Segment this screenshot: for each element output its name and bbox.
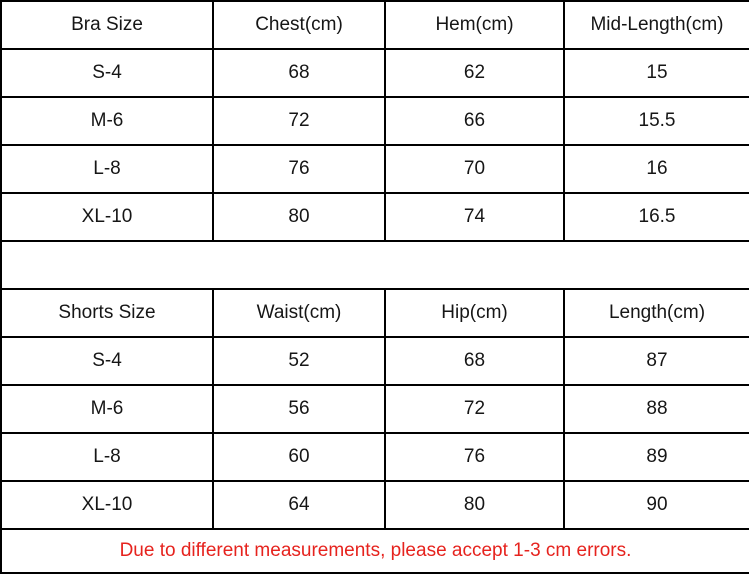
shorts-row-l: L-8 60 76 89 — [0, 432, 749, 482]
spacer-row — [1, 240, 749, 290]
shorts-size-cell: L-8 — [0, 432, 214, 482]
shorts-hip-cell: 80 — [384, 480, 565, 530]
bra-header-size: Bra Size — [0, 0, 214, 50]
bra-midlength-cell: 15 — [563, 48, 749, 98]
bra-chest-cell: 72 — [212, 96, 386, 146]
bra-chest-cell: 80 — [212, 192, 386, 242]
bra-midlength-cell: 16 — [563, 144, 749, 194]
note-row: Due to different measurements, please ac… — [1, 528, 749, 574]
shorts-waist-cell: 64 — [212, 480, 386, 530]
shorts-hip-cell: 72 — [384, 384, 565, 434]
shorts-row-xl: XL-10 64 80 90 — [0, 480, 749, 530]
bra-row-s: S-4 68 62 15 — [0, 48, 749, 98]
shorts-size-cell: XL-10 — [0, 480, 214, 530]
bra-midlength-cell: 15.5 — [563, 96, 749, 146]
bra-header-midlength: Mid-Length(cm) — [563, 0, 749, 50]
shorts-row-s: S-4 52 68 87 — [0, 336, 749, 386]
shorts-waist-cell: 60 — [212, 432, 386, 482]
bra-header-row: Bra Size Chest(cm) Hem(cm) Mid-Length(cm… — [0, 0, 749, 50]
shorts-header-row: Shorts Size Waist(cm) Hip(cm) Length(cm) — [0, 288, 749, 338]
shorts-length-cell: 90 — [563, 480, 749, 530]
shorts-header-waist: Waist(cm) — [212, 288, 386, 338]
bra-hem-cell: 66 — [384, 96, 565, 146]
bra-hem-cell: 74 — [384, 192, 565, 242]
bra-chest-cell: 76 — [212, 144, 386, 194]
bra-size-cell: XL-10 — [0, 192, 214, 242]
bra-hem-cell: 62 — [384, 48, 565, 98]
shorts-header-size: Shorts Size — [0, 288, 214, 338]
shorts-header-hip: Hip(cm) — [384, 288, 565, 338]
bra-size-cell: M-6 — [0, 96, 214, 146]
shorts-length-cell: 87 — [563, 336, 749, 386]
shorts-waist-cell: 56 — [212, 384, 386, 434]
shorts-hip-cell: 76 — [384, 432, 565, 482]
bra-row-l: L-8 76 70 16 — [0, 144, 749, 194]
bra-size-cell: L-8 — [0, 144, 214, 194]
bra-row-xl: XL-10 80 74 16.5 — [0, 192, 749, 242]
bra-midlength-cell: 16.5 — [563, 192, 749, 242]
shorts-waist-cell: 52 — [212, 336, 386, 386]
bra-row-m: M-6 72 66 15.5 — [0, 96, 749, 146]
bra-size-cell: S-4 — [0, 48, 214, 98]
shorts-size-cell: M-6 — [0, 384, 214, 434]
shorts-row-m: M-6 56 72 88 — [0, 384, 749, 434]
spacer-cell — [1, 240, 749, 290]
measurement-note: Due to different measurements, please ac… — [1, 528, 749, 574]
bra-header-hem: Hem(cm) — [384, 0, 565, 50]
shorts-length-cell: 88 — [563, 384, 749, 434]
shorts-size-cell: S-4 — [0, 336, 214, 386]
bra-chest-cell: 68 — [212, 48, 386, 98]
bra-hem-cell: 70 — [384, 144, 565, 194]
shorts-header-length: Length(cm) — [563, 288, 749, 338]
shorts-hip-cell: 68 — [384, 336, 565, 386]
bra-header-chest: Chest(cm) — [212, 0, 386, 50]
shorts-length-cell: 89 — [563, 432, 749, 482]
